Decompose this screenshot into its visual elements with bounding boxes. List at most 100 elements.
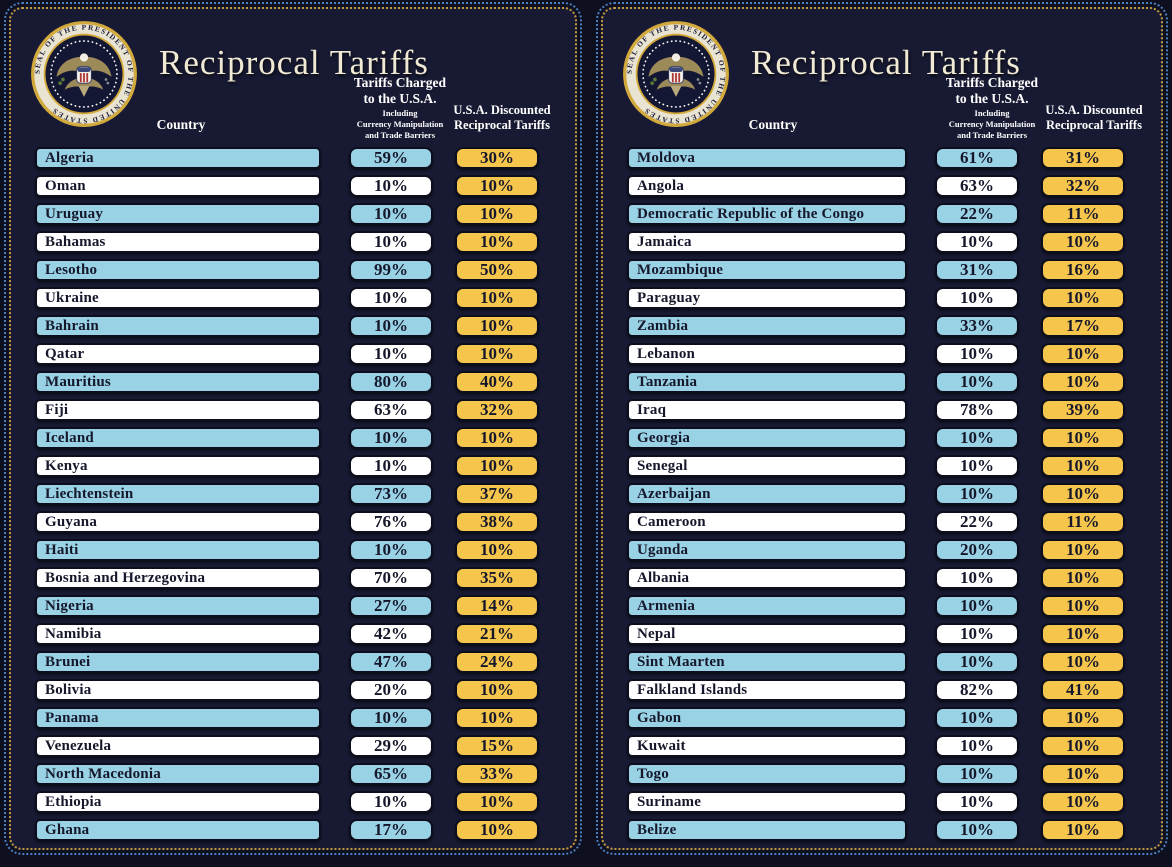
charged-cell: 20% <box>935 539 1019 561</box>
charged-cell: 10% <box>935 567 1019 589</box>
country-cell: Bosnia and Herzegovina <box>35 567 321 589</box>
charged-subheader-line3: and Trade Barriers <box>956 130 1028 141</box>
charged-cell: 10% <box>935 651 1019 673</box>
country-cell: Guyana <box>35 511 321 533</box>
charged-cell: 10% <box>349 539 433 561</box>
table-row: Paraguay 10% 10% <box>627 287 1125 309</box>
country-cell: Algeria <box>35 147 321 169</box>
charged-subheader-line2: Currency Manipulation <box>948 119 1036 130</box>
discount-header-line1: U.S.A. Discounted <box>453 103 551 117</box>
table-row: Falkland Islands 82% 41% <box>627 679 1125 701</box>
charged-cell: 47% <box>349 651 433 673</box>
charged-cell: 10% <box>349 455 433 477</box>
country-cell: Brunei <box>35 651 321 673</box>
discounted-cell: 37% <box>455 483 539 505</box>
country-cell: Panama <box>35 707 321 729</box>
discounted-cell: 10% <box>455 679 539 701</box>
discounted-cell: 30% <box>455 147 539 169</box>
country-cell: Azerbaijan <box>627 483 907 505</box>
discount-column-header: U.S.A. Discounted Reciprocal Tariffs <box>443 103 561 133</box>
charged-cell: 10% <box>935 819 1019 841</box>
country-cell: Nigeria <box>35 595 321 617</box>
country-cell: Moldova <box>627 147 907 169</box>
country-cell: Georgia <box>627 427 907 449</box>
tariff-table-right: Moldova 61% 31% Angola 63% 32% Democratic Repu… <box>603 145 1161 841</box>
charged-column-header: Tariffs Charged to the U.S.A. Including … <box>921 75 1063 141</box>
table-row: Algeria 59% 30% <box>35 147 539 169</box>
presidential-seal-icon: SEAL OF THE PRESIDENT OF THE UNITED STAT… <box>623 21 729 127</box>
eagle-icon <box>648 53 704 97</box>
discounted-cell: 10% <box>1041 427 1125 449</box>
table-row: Albania 10% 10% <box>627 567 1125 589</box>
charged-cell: 17% <box>349 819 433 841</box>
board-header: SEAL OF THE PRESIDENT OF THE UNITED STAT… <box>603 9 1161 145</box>
discounted-cell: 10% <box>455 203 539 225</box>
table-row: Bosnia and Herzegovina 70% 35% <box>35 567 539 589</box>
country-cell: Ukraine <box>35 287 321 309</box>
charged-subheader-line1: Including <box>382 108 418 119</box>
table-row: Cameroon 22% 11% <box>627 511 1125 533</box>
page-title: Reciprocal Tariffs <box>159 43 429 82</box>
table-row: Brunei 47% 24% <box>35 651 539 673</box>
country-cell: Uruguay <box>35 203 321 225</box>
table-row: Qatar 10% 10% <box>35 343 539 365</box>
page-title: Reciprocal Tariffs <box>751 43 1021 82</box>
country-cell: Tanzania <box>627 371 907 393</box>
charged-cell: 10% <box>935 371 1019 393</box>
country-cell: Ethiopia <box>35 791 321 813</box>
charged-cell: 80% <box>349 371 433 393</box>
country-cell: Armenia <box>627 595 907 617</box>
country-cell: Angola <box>627 175 907 197</box>
discounted-cell: 15% <box>455 735 539 757</box>
country-cell: Suriname <box>627 791 907 813</box>
discounted-cell: 10% <box>455 287 539 309</box>
country-cell: Mozambique <box>627 259 907 281</box>
country-cell: Qatar <box>35 343 321 365</box>
table-row: Senegal 10% 10% <box>627 455 1125 477</box>
discounted-cell: 41% <box>1041 679 1125 701</box>
charged-cell: 10% <box>349 707 433 729</box>
charged-cell: 10% <box>935 595 1019 617</box>
country-cell: Fiji <box>35 399 321 421</box>
discounted-cell: 17% <box>1041 315 1125 337</box>
presidential-seal-icon: SEAL OF THE PRESIDENT OF THE UNITED STAT… <box>31 21 137 127</box>
tariff-table-left: Algeria 59% 30% Oman 10% 10% Uruguay 10% 10% Baha… <box>11 145 575 841</box>
discounted-cell: 10% <box>455 175 539 197</box>
tariff-board-right-inner: SEAL OF THE PRESIDENT OF THE UNITED STAT… <box>601 7 1163 850</box>
discounted-cell: 10% <box>455 539 539 561</box>
charged-cell: 70% <box>349 567 433 589</box>
discounted-cell: 14% <box>455 595 539 617</box>
charged-cell: 10% <box>935 427 1019 449</box>
table-row: Ethiopia 10% 10% <box>35 791 539 813</box>
charged-header-line2: to the U.S.A. <box>955 90 1029 106</box>
discount-header-line2: Reciprocal Tariffs <box>1046 118 1142 132</box>
country-cell: Namibia <box>35 623 321 645</box>
table-row: Lesotho 99% 50% <box>35 259 539 281</box>
charged-cell: 10% <box>935 763 1019 785</box>
discounted-cell: 10% <box>1041 483 1125 505</box>
table-row: Tanzania 10% 10% <box>627 371 1125 393</box>
table-row: Angola 63% 32% <box>627 175 1125 197</box>
charged-cell: 10% <box>349 231 433 253</box>
charged-cell: 10% <box>935 791 1019 813</box>
discounted-cell: 24% <box>455 651 539 673</box>
table-row: Guyana 76% 38% <box>35 511 539 533</box>
country-cell: Democratic Republic of the Congo <box>627 203 907 225</box>
discounted-cell: 10% <box>1041 763 1125 785</box>
country-cell: Kuwait <box>627 735 907 757</box>
table-row: Moldova 61% 31% <box>627 147 1125 169</box>
discounted-cell: 21% <box>455 623 539 645</box>
country-cell: Ghana <box>35 819 321 841</box>
charged-cell: 82% <box>935 679 1019 701</box>
table-row: Georgia 10% 10% <box>627 427 1125 449</box>
table-row: Jamaica 10% 10% <box>627 231 1125 253</box>
table-row: Uruguay 10% 10% <box>35 203 539 225</box>
charged-cell: 10% <box>935 707 1019 729</box>
charged-cell: 10% <box>349 791 433 813</box>
table-row: Mozambique 31% 16% <box>627 259 1125 281</box>
discounted-cell: 10% <box>1041 707 1125 729</box>
country-cell: Albania <box>627 567 907 589</box>
country-cell: Jamaica <box>627 231 907 253</box>
charged-cell: 27% <box>349 595 433 617</box>
discounted-cell: 10% <box>455 231 539 253</box>
